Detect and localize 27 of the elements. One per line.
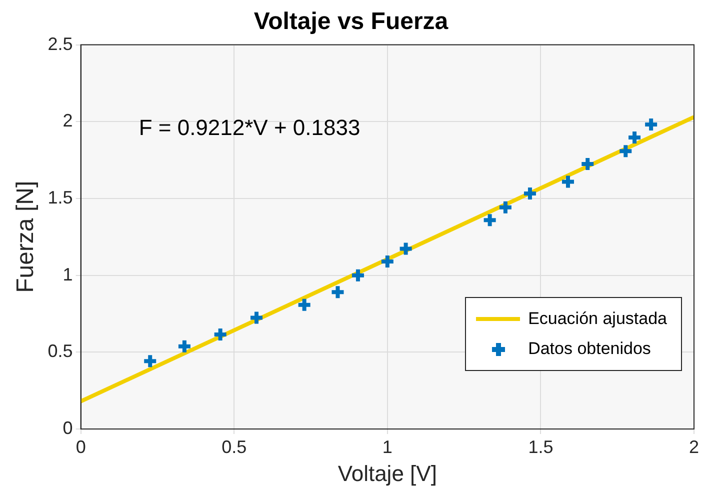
point: [618, 143, 634, 160]
point: [398, 240, 414, 257]
chart-title: Voltaje vs Fuerza: [254, 8, 449, 36]
point: [350, 267, 366, 284]
y-axis-title: Fuerza [N]: [12, 180, 40, 293]
y-tick-label: 0.5: [48, 341, 73, 362]
point: [497, 199, 514, 216]
x-tick-label: 0.5: [222, 436, 247, 457]
point: [248, 310, 264, 326]
point: [330, 284, 346, 300]
point: [482, 212, 498, 228]
annotation: F = 0.9212*V + 0.1833: [138, 114, 360, 140]
y-tick-label: 1: [62, 264, 73, 284]
point: [176, 338, 192, 354]
x-tick-label: 1: [382, 436, 392, 457]
point: [142, 353, 158, 370]
legend-label: Ecuación ajustada: [528, 309, 667, 329]
x-axis-title: Voltaje [V]: [338, 460, 437, 486]
y-tick-label: 2.5: [48, 34, 73, 54]
legend-label: Datos obtenidos: [528, 339, 651, 359]
x-tick-label: 1.5: [528, 436, 554, 457]
y-tick-label: 2: [62, 110, 73, 131]
x-tick-label: 0: [76, 436, 86, 457]
y-tick-label: 1.5: [48, 187, 73, 208]
point: [296, 296, 312, 313]
y-tick-label: 0: [62, 418, 73, 438]
x-tick-label: 2: [688, 436, 700, 457]
